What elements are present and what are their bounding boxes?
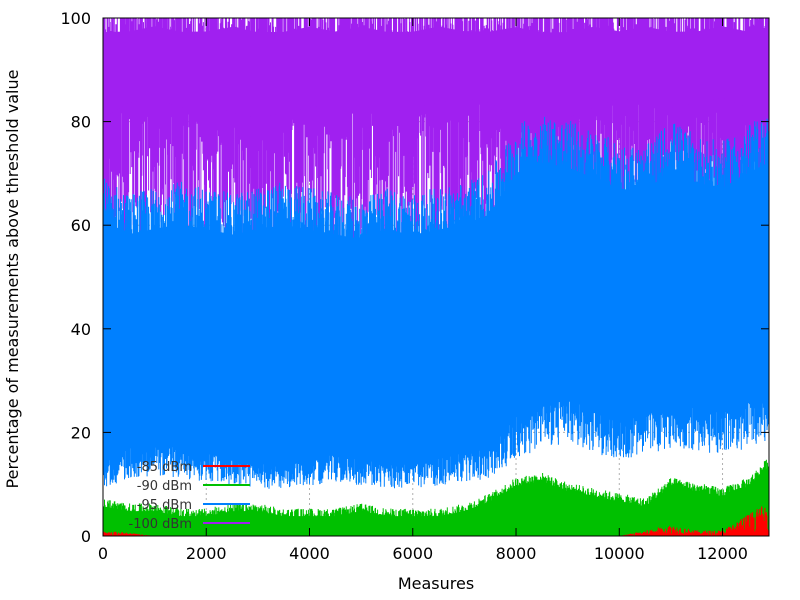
ticks: 0 2000 4000 6000 8000 10000 12000 0 20 40 60 80 100 xyxy=(60,9,769,563)
y-tick-label: 80 xyxy=(71,113,91,132)
legend-label: -100 dBm xyxy=(129,517,192,532)
x-axis-title: Measures xyxy=(398,574,474,593)
x-tick-label: 12000 xyxy=(697,544,748,563)
x-tick-label: 8000 xyxy=(496,544,537,563)
series-90dbm-dbm xyxy=(103,459,769,536)
x-tick-label: 0 xyxy=(98,544,108,563)
x-tick-label: 6000 xyxy=(392,544,433,563)
series-95dbm-dbm xyxy=(103,116,769,489)
y-tick-label: 60 xyxy=(71,216,91,235)
legend: -85 dBm -90 dBm -95 dBm -100 dBm xyxy=(129,460,250,532)
series-100dbm-dbm xyxy=(103,18,769,269)
series-band xyxy=(103,26,769,128)
legend-label: -85 dBm xyxy=(137,460,192,475)
y-axis-title: Percentage of measurements above thresho… xyxy=(3,70,22,489)
y-tick-label: 100 xyxy=(60,9,91,28)
legend-label: -90 dBm xyxy=(137,479,192,494)
series-area xyxy=(103,18,769,536)
plot-border xyxy=(102,17,770,537)
y-tick-label: 40 xyxy=(71,320,91,339)
series-band xyxy=(103,162,769,454)
x-tick-label: 10000 xyxy=(594,544,645,563)
x-tick-label: 4000 xyxy=(289,544,330,563)
legend-item: -95 dBm xyxy=(137,498,250,513)
y-tick-label: 0 xyxy=(81,527,91,546)
x-tick-label: 2000 xyxy=(186,544,227,563)
legend-item: -90 dBm xyxy=(137,479,250,494)
legend-item: -100 dBm xyxy=(129,517,250,532)
y-tick-label: 20 xyxy=(71,423,91,442)
legend-label: -95 dBm xyxy=(137,498,192,513)
legend-item: -85 dBm xyxy=(137,460,250,475)
series-band xyxy=(103,466,769,536)
